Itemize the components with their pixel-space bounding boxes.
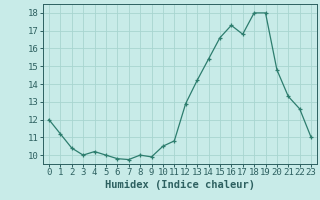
X-axis label: Humidex (Indice chaleur): Humidex (Indice chaleur) [105, 180, 255, 190]
